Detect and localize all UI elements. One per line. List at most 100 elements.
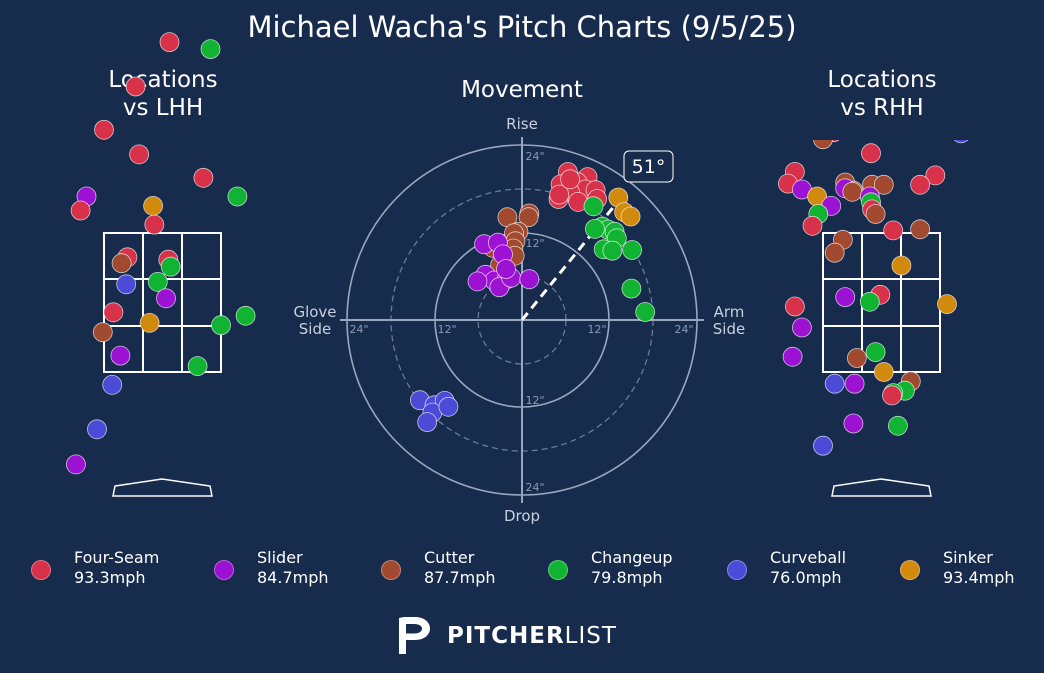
legend-label: Four-Seam — [74, 548, 160, 567]
arm-angle-annotation: 51° — [623, 150, 674, 183]
axis-label-rise: Rise — [506, 115, 538, 133]
axis-label-glove-side: Glove Side — [293, 303, 336, 338]
pitch-point-four-seam — [827, 140, 840, 143]
legend-swatch — [900, 560, 920, 580]
pitch-point-changeup — [211, 315, 231, 336]
pitch-point-four-seam — [560, 169, 580, 190]
pitch-point-changeup — [859, 291, 880, 312]
legend-speed: 93.4mph — [943, 568, 1015, 587]
legend-speed: 79.8mph — [591, 568, 663, 587]
axis-label-drop: Drop — [504, 507, 540, 525]
pitch-point-changeup — [602, 240, 623, 261]
pitch-point-changeup — [227, 186, 248, 207]
pitch-point-slider — [782, 346, 803, 367]
pitch-point-changeup — [200, 39, 221, 59]
legend-swatch — [548, 560, 568, 580]
pitch-point-four-seam — [882, 385, 902, 406]
rhh-panel-title: Locations vs RHH — [827, 67, 937, 121]
pitch-point-four-seam — [802, 215, 823, 236]
legend-swatch — [214, 560, 234, 580]
pitch-point-changeup — [622, 240, 642, 260]
pitch-point-curveball — [87, 419, 107, 440]
lhh-location-plot — [66, 32, 256, 497]
pitch-point-cutter — [813, 140, 833, 150]
legend-speed: 84.7mph — [257, 568, 329, 587]
pitch-point-changeup — [635, 302, 656, 322]
pitch-point-curveball — [417, 412, 438, 433]
pitch-point-curveball — [824, 373, 845, 394]
rhh-location-plot — [778, 90, 971, 497]
pitch-point-four-seam — [159, 32, 180, 52]
pitch-point-cutter — [847, 348, 867, 368]
tick-label-top-24: 24" — [525, 150, 544, 163]
pitch-point-slider — [156, 288, 176, 309]
tick-label-top-12: 12" — [525, 237, 544, 250]
rhh-home-plate — [831, 478, 932, 497]
svg-text:Arm: Arm — [714, 303, 745, 321]
legend-speed: 76.0mph — [770, 568, 842, 587]
svg-text:Side: Side — [713, 320, 745, 338]
legend-label: Slider — [257, 548, 303, 567]
pitch-point-four-seam — [952, 90, 971, 109]
pitch-point-cutter — [842, 181, 863, 202]
pitch-point-curveball — [438, 396, 459, 417]
pitch-point-cutter — [111, 253, 132, 274]
pitch-point-cutter — [824, 242, 845, 263]
legend-speed: 93.3mph — [74, 568, 146, 587]
pitch-point-four-seam — [549, 184, 570, 205]
pitch-point-four-seam — [860, 90, 879, 109]
legend-swatch — [727, 560, 747, 580]
pitch-point-sinker — [620, 206, 641, 227]
pitch-point-sinker — [143, 195, 164, 216]
pitch-point-cutter — [518, 207, 539, 228]
pitch-point-curveball — [953, 140, 969, 144]
legend-swatch — [31, 560, 51, 580]
pitch-point-four-seam — [70, 200, 91, 221]
pitch-point-slider — [110, 345, 131, 366]
movement-panel-title: Movement — [461, 77, 583, 103]
legend-label: Curveball — [770, 548, 847, 567]
tick-label-right-12: 12" — [587, 323, 606, 336]
pitch-point-changeup — [187, 356, 208, 377]
arm-angle-label: 51° — [632, 156, 666, 178]
pitch-point-four-seam — [103, 302, 124, 323]
chart-title: Michael Wacha's Pitch Charts (9/5/25) — [247, 10, 797, 44]
pitch-point-changeup — [147, 271, 168, 292]
axis-label-arm-side: Arm Side — [713, 303, 745, 338]
legend-label: Cutter — [424, 548, 475, 567]
pitch-point-changeup — [585, 218, 605, 239]
pitch-point-slider — [835, 287, 856, 308]
pitch-point-four-seam — [193, 167, 214, 188]
pitch-point-changeup — [160, 256, 181, 277]
pitch-point-sinker — [891, 255, 912, 276]
legend-label: Sinker — [943, 548, 993, 567]
pitch-point-cutter — [873, 174, 894, 195]
pitch-point-four-seam — [785, 296, 805, 317]
pitch-point-four-seam — [129, 144, 150, 165]
pitch-point-cutter — [92, 322, 113, 343]
movement-plot: Rise Drop 24" 12" 12" 24" 24" 12" 12" 24… — [293, 115, 745, 525]
pitch-point-curveball — [813, 435, 833, 456]
pitch-point-curveball — [102, 374, 123, 395]
pitch-point-slider — [792, 317, 812, 338]
legend-speed: 87.7mph — [424, 568, 496, 587]
pitch-point-slider — [467, 271, 488, 292]
pitch-point-cutter — [865, 204, 886, 224]
lhh-home-plate — [112, 478, 213, 497]
pitch-point-slider — [66, 454, 86, 475]
brand-text-light: LIST — [564, 623, 617, 649]
pitch-point-changeup — [621, 278, 642, 299]
pitch-point-four-seam — [94, 119, 114, 140]
pitch-point-changeup — [865, 342, 886, 363]
pitch-point-slider — [519, 269, 540, 290]
tick-label-left-24: 24" — [349, 323, 368, 336]
pitch-point-four-seam — [910, 174, 930, 195]
pitch-point-slider — [496, 259, 516, 279]
pitch-point-four-seam — [925, 165, 946, 186]
svg-text:Glove: Glove — [293, 303, 336, 321]
pitch-point-four-seam — [883, 220, 904, 241]
pitch-point-changeup — [235, 305, 256, 326]
tick-label-bottom-24: 24" — [525, 481, 544, 494]
tick-label-right-24: 24" — [674, 323, 693, 336]
pitch-point-sinker — [873, 362, 894, 382]
